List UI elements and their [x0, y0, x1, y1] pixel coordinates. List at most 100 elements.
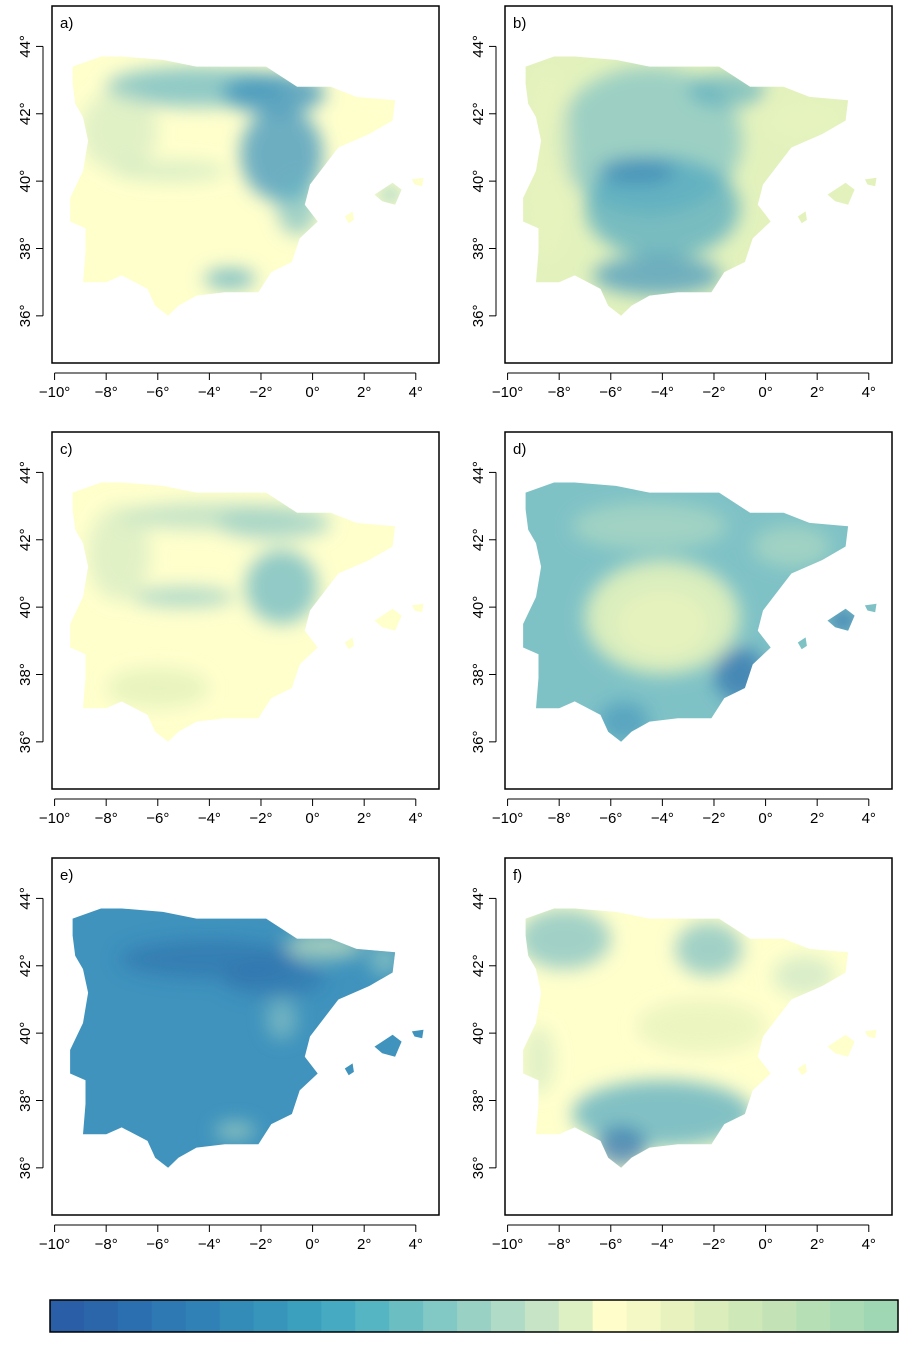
value-region [119, 502, 300, 530]
value-region [528, 69, 570, 259]
colorbar-cell [287, 1300, 322, 1332]
value-region [830, 610, 856, 631]
land-raster [523, 56, 877, 316]
map-panel-a: a) −10° −8° −6° −4° −2° 0° 2° 4° 36° 38° 40° 42° 44° [17, 5, 440, 401]
colorbar-cell [151, 1300, 187, 1332]
colorbar-cell [423, 1300, 458, 1332]
y-tick-label: 42° [470, 528, 487, 551]
value-region [106, 667, 210, 709]
colorbar-cell [796, 1300, 831, 1332]
x-axis: −10° −8° −6° −4° −2° 0° 2° 4° [492, 1224, 876, 1253]
x-tick-label: −4° [651, 1236, 674, 1253]
x-tick-label: −4° [651, 810, 674, 827]
x-tick-label: −4° [198, 810, 221, 827]
colorbar-cell [389, 1300, 424, 1332]
x-tick-label: −10° [492, 384, 523, 401]
x-tick-label: −4° [198, 1236, 221, 1253]
value-region [713, 647, 766, 702]
x-tick-label: −6° [599, 384, 622, 401]
x-tick-label: −4° [198, 384, 221, 401]
x-axis: −10° −8° −6° −4° −2° 0° 2° 4° [39, 372, 423, 401]
y-tick-label: 44° [470, 461, 487, 484]
land-raster [70, 482, 424, 742]
x-tick-label: 0° [758, 810, 772, 827]
x-tick-label: −2° [249, 810, 272, 827]
y-axis: 36° 38° 40° 42° 44° [17, 461, 44, 754]
x-tick-label: −2° [249, 1236, 272, 1253]
map-panel-b: b) −10° −8° −6° −4° −2° 0° 2° 4° 36° 38° 40° 42° 44° [470, 5, 893, 401]
colorbar-cell [185, 1300, 221, 1332]
x-tick-label: −6° [599, 810, 622, 827]
value-region [523, 908, 611, 970]
value-region [266, 999, 298, 1040]
y-tick-label: 42° [17, 102, 34, 125]
value-region [675, 921, 743, 976]
colorbar-cell [660, 1300, 696, 1332]
x-tick-label: −6° [146, 384, 169, 401]
x-tick-label: −6° [146, 810, 169, 827]
value-region [131, 586, 236, 608]
value-region [592, 255, 722, 296]
x-tick-label: 4° [409, 810, 423, 827]
map-panel-d: d) −10° −8° −6° −4° −2° 0° 2° 4° 36° 38° 40° 42° 44° [470, 431, 893, 827]
x-tick-label: −8° [548, 810, 571, 827]
value-region [214, 1122, 256, 1140]
x-tick-label: −10° [39, 1236, 70, 1253]
map-panel-e: e) −10° −8° −6° −4° −2° 0° 2° 4° 36° 38° 40° 42° 44° [17, 857, 440, 1253]
land-raster [523, 908, 877, 1168]
y-tick-label: 38° [17, 663, 34, 686]
panel-frame [504, 857, 893, 1216]
land-base [70, 56, 424, 316]
panel-frame [51, 857, 440, 1216]
colorbar-cell [864, 1300, 899, 1332]
x-tick-label: −10° [492, 1236, 523, 1253]
colorbar-cell [83, 1300, 119, 1332]
y-tick-label: 42° [17, 528, 34, 551]
value-region [636, 999, 766, 1054]
panel-frame [51, 5, 440, 364]
y-tick-label: 36° [470, 305, 487, 328]
x-tick-label: −2° [249, 384, 272, 401]
y-axis: 36° 38° 40° 42° 44° [470, 887, 497, 1179]
colorbar-cell [592, 1300, 628, 1332]
x-tick-label: −6° [146, 1236, 169, 1253]
panel-label: f) [513, 867, 522, 884]
x-tick-label: 4° [409, 384, 423, 401]
x-tick-label: 0° [305, 1236, 319, 1253]
y-axis: 36° 38° 40° 42° 44° [17, 35, 44, 328]
y-tick-label: 42° [470, 954, 487, 977]
value-region [773, 955, 836, 997]
x-tick-label: 4° [862, 384, 876, 401]
x-tick-label: −10° [492, 810, 523, 827]
x-tick-label: 0° [758, 384, 772, 401]
colorbar-cell [253, 1300, 289, 1332]
colorbar-cell [524, 1300, 560, 1332]
y-tick-label: 38° [470, 663, 487, 686]
land-base [70, 908, 424, 1168]
x-tick-label: −2° [702, 810, 725, 827]
y-tick-label: 44° [17, 887, 34, 910]
y-axis: 36° 38° 40° 42° 44° [470, 461, 497, 753]
value-region [597, 701, 650, 742]
x-tick-label: −6° [599, 1236, 622, 1253]
value-region [88, 506, 151, 601]
x-tick-label: 2° [357, 384, 371, 401]
y-tick-label: 40° [17, 1022, 34, 1045]
y-tick-label: 42° [470, 102, 487, 125]
colorbar-cell [558, 1300, 594, 1332]
colorbar-cell [728, 1300, 763, 1332]
x-tick-label: −10° [39, 810, 70, 827]
value-region [752, 526, 831, 567]
value-region [80, 90, 158, 172]
panel-frame [51, 431, 440, 790]
panel-label: b) [513, 15, 526, 32]
y-tick-label: 36° [17, 731, 34, 754]
y-tick-label: 36° [17, 305, 34, 328]
x-tick-label: 4° [862, 1236, 876, 1253]
value-region [113, 160, 228, 182]
colorbar-cell [626, 1300, 662, 1332]
y-tick-label: 40° [470, 1022, 487, 1045]
value-region [597, 157, 676, 185]
colorbar-cells [50, 1300, 899, 1332]
x-tick-label: −8° [548, 384, 571, 401]
